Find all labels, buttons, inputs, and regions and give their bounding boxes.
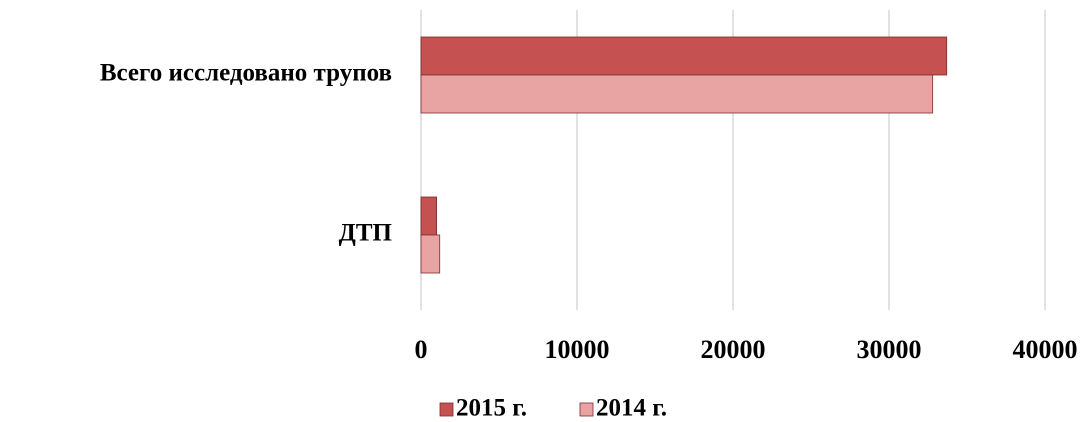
legend-label: 2014 г. [596, 395, 667, 422]
x-tick-label: 30000 [857, 335, 922, 364]
bar [420, 74, 934, 114]
legend-label: 2015 г. [456, 395, 527, 422]
x-tick-label: 40000 [1013, 335, 1078, 364]
x-tick-label: 20000 [701, 335, 766, 364]
legend-swatch [439, 402, 454, 417]
bar [420, 234, 441, 274]
y-tick-label: ДТП [339, 220, 392, 247]
x-tick-label: 0 [415, 335, 428, 364]
y-tick-label: Всего исследовано трупов [100, 60, 392, 87]
legend-swatch [579, 402, 594, 417]
bar [420, 196, 438, 236]
bar [420, 36, 948, 76]
x-tick-label: 10000 [545, 335, 610, 364]
